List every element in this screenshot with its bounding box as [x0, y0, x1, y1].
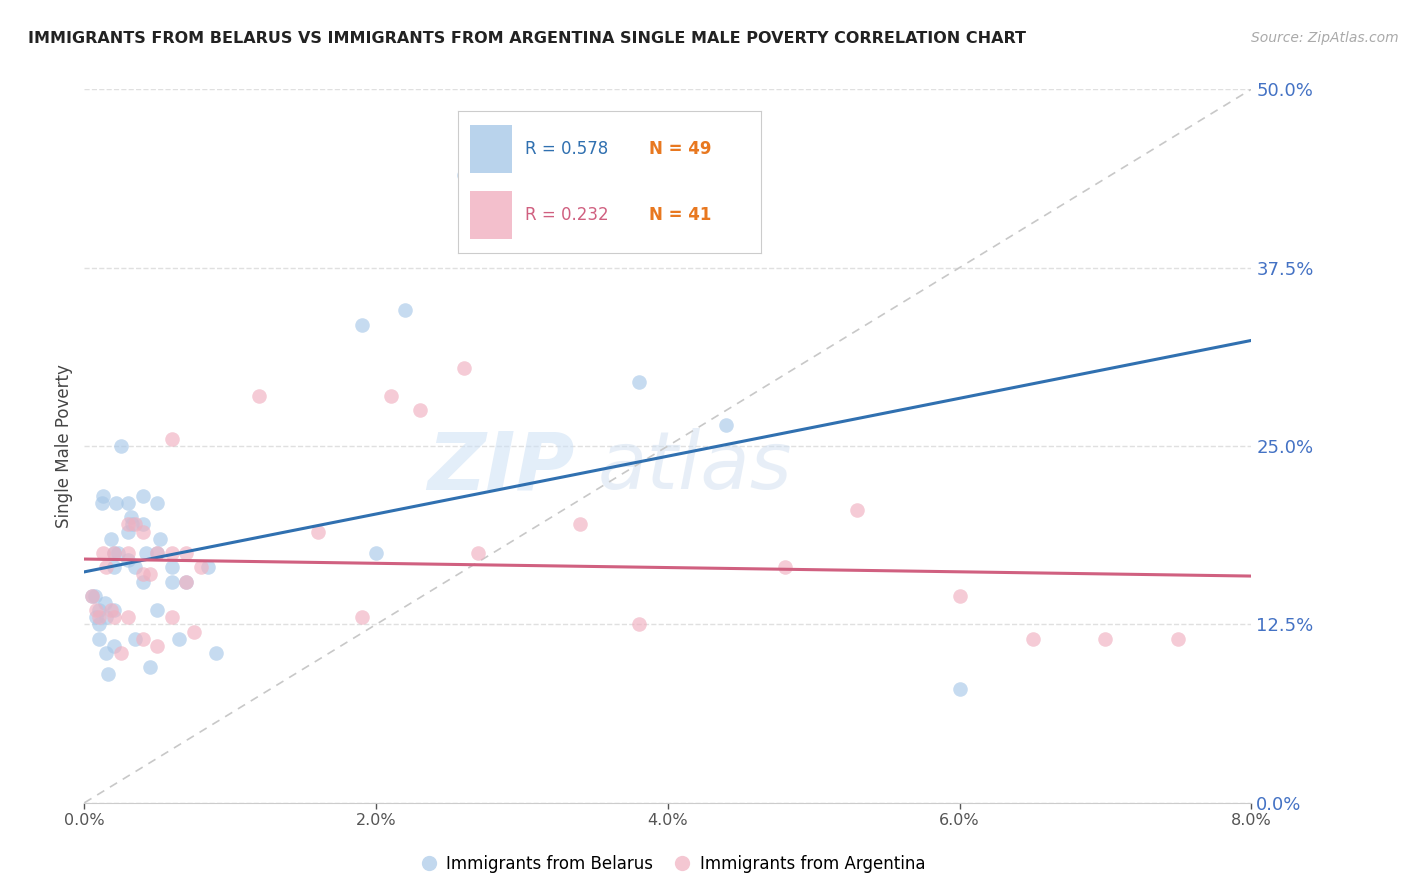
Point — [96, 646, 118, 660]
Point — [176, 574, 198, 589]
Point — [453, 360, 475, 375]
Point — [117, 524, 139, 539]
Text: atlas: atlas — [598, 428, 793, 507]
Point — [139, 660, 162, 674]
Point — [409, 403, 432, 417]
Point — [84, 603, 107, 617]
Point — [103, 546, 125, 560]
Point — [773, 560, 796, 574]
Text: IMMIGRANTS FROM BELARUS VS IMMIGRANTS FROM ARGENTINA SINGLE MALE POVERTY CORRELA: IMMIGRANTS FROM BELARUS VS IMMIGRANTS FR… — [28, 31, 1026, 46]
Point — [394, 303, 416, 318]
Point — [124, 632, 146, 646]
Point — [117, 546, 139, 560]
Point — [100, 603, 122, 617]
Point — [132, 574, 155, 589]
Point — [107, 546, 129, 560]
Point — [87, 632, 110, 646]
Point — [132, 489, 155, 503]
Point — [149, 532, 172, 546]
Point — [197, 560, 219, 574]
Point — [132, 567, 155, 582]
Point — [380, 389, 402, 403]
Point — [96, 560, 118, 574]
Point — [117, 517, 139, 532]
Point — [103, 639, 125, 653]
Point — [716, 417, 738, 432]
Point — [83, 589, 105, 603]
Point — [110, 439, 132, 453]
Point — [627, 617, 650, 632]
Point — [146, 603, 169, 617]
Text: ZIP: ZIP — [427, 428, 575, 507]
Point — [569, 517, 592, 532]
Point — [121, 517, 143, 532]
Point — [94, 596, 117, 610]
Point — [350, 318, 373, 332]
Legend: Immigrants from Belarus, Immigrants from Argentina: Immigrants from Belarus, Immigrants from… — [418, 848, 932, 880]
Point — [117, 610, 139, 624]
Point — [146, 496, 169, 510]
Point — [132, 517, 155, 532]
Point — [80, 589, 103, 603]
Point — [139, 567, 162, 582]
Point — [176, 574, 198, 589]
Point — [87, 603, 110, 617]
Point — [949, 681, 972, 696]
Text: Source: ZipAtlas.com: Source: ZipAtlas.com — [1251, 31, 1399, 45]
Point — [146, 546, 169, 560]
Point — [87, 610, 110, 624]
Point — [135, 546, 157, 560]
Point — [160, 546, 183, 560]
Point — [167, 632, 190, 646]
Point — [84, 610, 107, 624]
Point — [132, 524, 155, 539]
Point — [110, 646, 132, 660]
Point — [96, 610, 118, 624]
Point — [249, 389, 271, 403]
Point — [190, 560, 212, 574]
Point — [91, 546, 114, 560]
Point — [350, 610, 373, 624]
Point — [146, 546, 169, 560]
Point — [103, 546, 125, 560]
Point — [160, 560, 183, 574]
Point — [87, 617, 110, 632]
Point — [103, 610, 125, 624]
Point — [204, 646, 226, 660]
Point — [132, 632, 155, 646]
Point — [307, 524, 329, 539]
Point — [1021, 632, 1043, 646]
Point — [183, 624, 205, 639]
Point — [467, 546, 489, 560]
Point — [366, 546, 388, 560]
Point — [80, 589, 103, 603]
Point — [124, 560, 146, 574]
Point — [453, 168, 475, 182]
Point — [1094, 632, 1116, 646]
Point — [103, 560, 125, 574]
Point — [160, 432, 183, 446]
Point — [124, 517, 146, 532]
Point — [120, 510, 142, 524]
Point — [117, 553, 139, 567]
Point — [146, 639, 169, 653]
Point — [627, 375, 650, 389]
Point — [97, 667, 120, 681]
Point — [103, 603, 125, 617]
Point — [105, 496, 128, 510]
Point — [90, 496, 112, 510]
Point — [91, 489, 114, 503]
Point — [160, 574, 183, 589]
Point — [949, 589, 972, 603]
Point — [100, 532, 122, 546]
Point — [846, 503, 869, 517]
Y-axis label: Single Male Poverty: Single Male Poverty — [55, 364, 73, 528]
Point — [176, 546, 198, 560]
Point — [1167, 632, 1189, 646]
Point — [117, 496, 139, 510]
Point — [160, 610, 183, 624]
